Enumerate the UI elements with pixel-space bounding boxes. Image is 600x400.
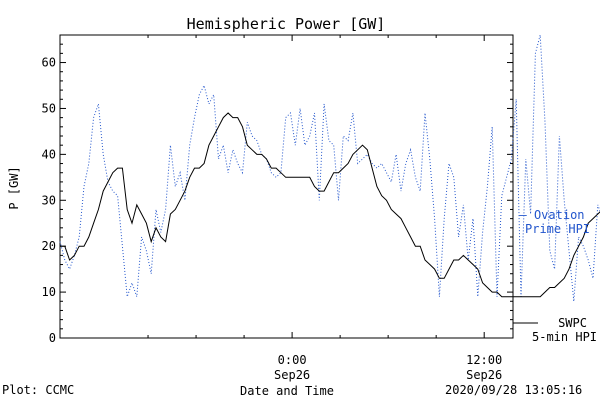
x-tick-time-0: 0:00 [278,353,307,367]
x-axis-ticks: 0:00Sep2612:00Sep260:00Sep2712:00Sep270:… [147,35,502,382]
legend-ovation-line1: — Ovation [519,208,585,222]
x-tick-date-1: Sep26 [466,368,502,382]
y-tick-label-5: 50 [42,101,56,115]
y-tick-label-0: 0 [49,331,56,345]
legend-ovation: — Ovation Prime HPI [514,208,591,236]
legend-swpc-line2: 5-min HPI [532,330,598,344]
x-tick-date-0: Sep26 [274,368,310,382]
series-group [59,34,600,302]
legend-swpc: SWPC 5-min HPI [532,316,597,344]
y-tick-label-4: 40 [42,147,56,161]
x-tick-time-1: 12:00 [466,353,502,367]
y-tick-label-6: 60 [42,56,56,70]
series-line-swpc [60,112,600,298]
legend-ovation-line2: Prime HPI [525,222,591,236]
y-axis-label: P [GW] [7,166,21,209]
legend-swpc-line1: SWPC [558,316,587,330]
y-tick-label-1: 10 [42,285,56,299]
plot-timestamp: 2020/09/28 13:05:16 [445,383,583,397]
series-line-ovation [59,34,600,302]
chart-title: Hemispheric Power [GW] [187,15,386,33]
y-tick-label-2: 20 [42,239,56,253]
plot-credit: Plot: CCMC [2,383,75,397]
y-tick-label-3: 30 [42,193,56,207]
x-axis-label: Date and Time [240,384,334,398]
y-axis-ticks: 0 10 20 30 40 50 60 [42,43,513,345]
plot-frame [59,34,514,339]
